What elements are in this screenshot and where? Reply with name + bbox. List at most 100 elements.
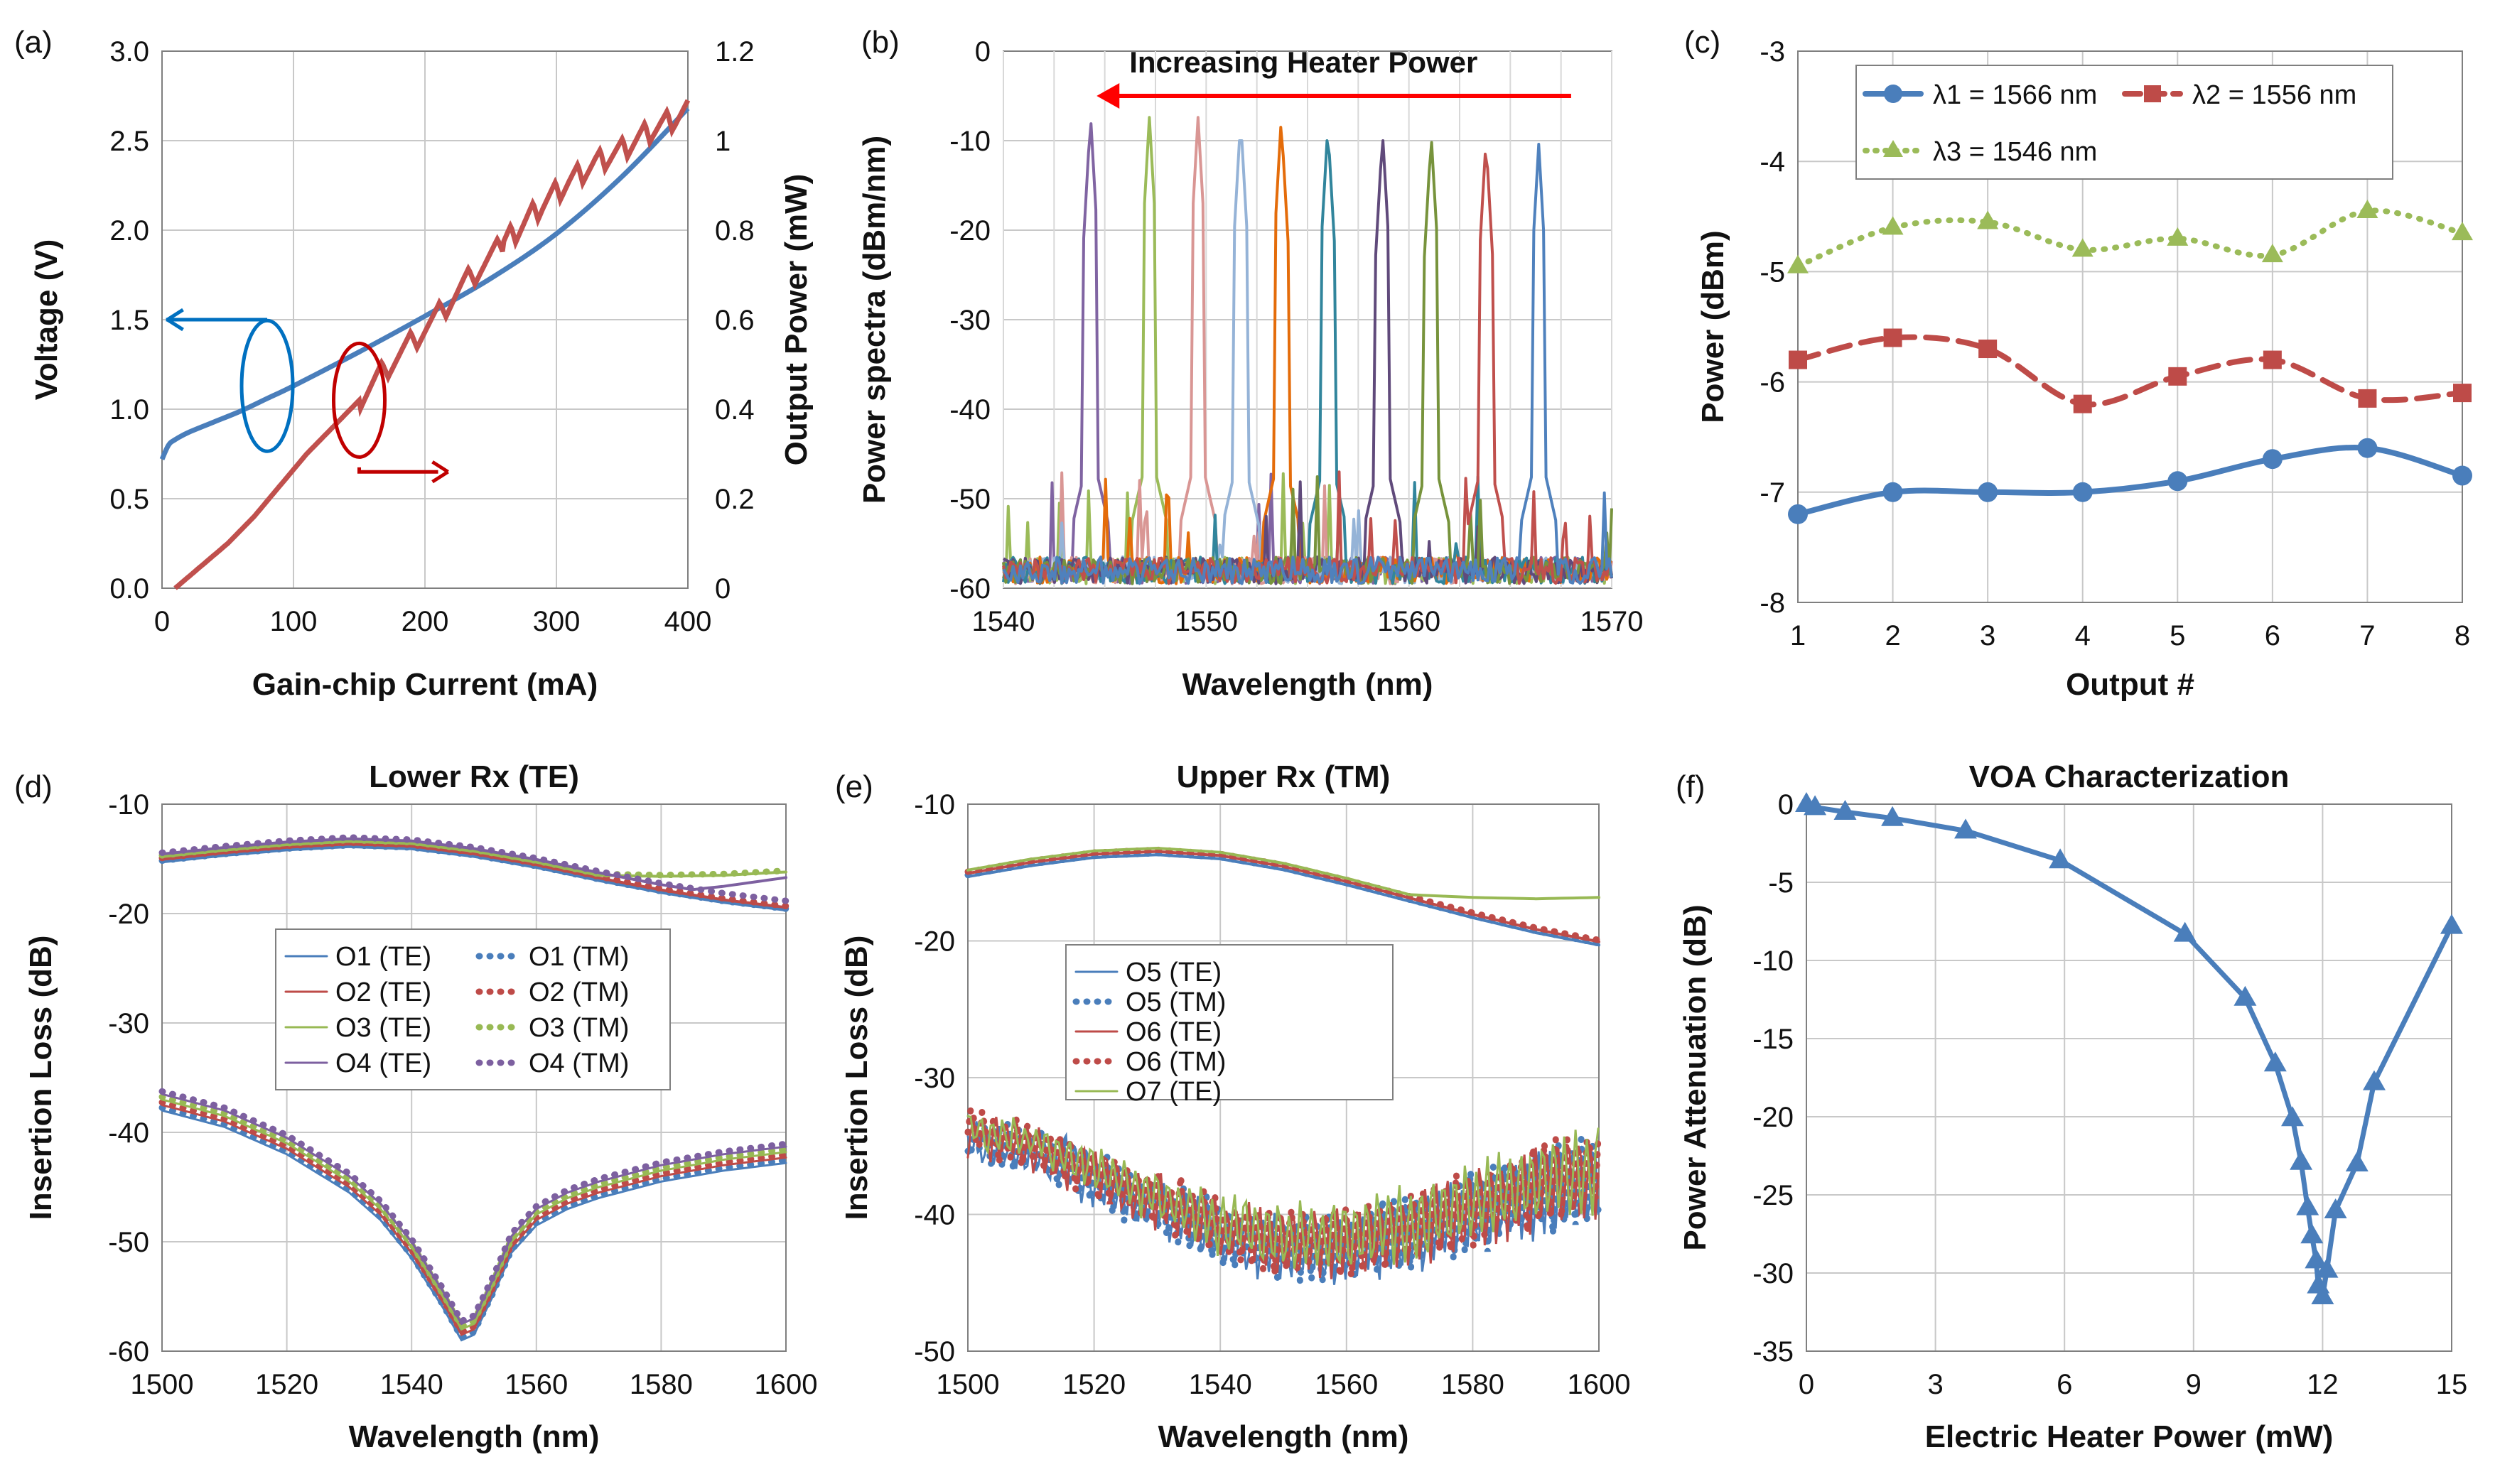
x-tick-label: 15: [2436, 1369, 2468, 1400]
chart-title: Upper Rx (TM): [1177, 759, 1391, 794]
x-tick-label: 7: [2359, 620, 2375, 651]
lower-curve: [161, 1109, 787, 1342]
data-point: [2071, 238, 2093, 257]
legend: O1 (TE) O1 (TM) O2 (TE) O2 (TM) O3 (TE) O3 (T…: [275, 928, 671, 1090]
lower-curve: [158, 1093, 790, 1331]
y-tick-label: -30: [949, 305, 991, 336]
data-point: [2296, 1195, 2319, 1215]
x-tick-label: 0: [1799, 1369, 1814, 1400]
data-point: [1787, 254, 1809, 273]
y-tick-label: -20: [108, 899, 149, 930]
heater-arrow-head: [1096, 83, 1120, 109]
y-tick-label: 2.0: [109, 215, 149, 247]
voa-curve: [1805, 801, 2454, 1299]
x-tick-label: 3: [1927, 1369, 1943, 1400]
y-axis-label: Power (dBm): [1696, 230, 1730, 423]
series-line: [1795, 334, 2465, 408]
data-point: [2452, 222, 2473, 241]
x-tick-label: 300: [533, 606, 581, 637]
y-tick-label: -20: [914, 926, 955, 958]
y-tick-label: -15: [1752, 1024, 1794, 1055]
x-tick-label: 6: [2265, 620, 2280, 651]
x-tick-label: 1: [1790, 620, 1806, 651]
y-tick-label: -10: [1752, 946, 1794, 977]
legend-marker: [2144, 85, 2161, 102]
x-tick-label: 400: [664, 606, 712, 637]
x-tick-label: 8: [2454, 620, 2470, 651]
panel-e: 1500 1520 1540 1560 1580 1600 -50 -40 -30 -20 -10 W…: [835, 759, 1630, 1454]
data-point: [2049, 848, 2072, 869]
y2-tick-label: 1: [715, 126, 731, 157]
data-point: [2440, 914, 2463, 934]
x-tick-label: 1540: [972, 606, 1035, 637]
data-point: [2305, 1248, 2328, 1269]
y-tick-label: -50: [108, 1227, 149, 1258]
chart-title: VOA Characterization: [1969, 759, 2290, 794]
y-tick-label: -60: [949, 573, 991, 605]
data-point: [1954, 818, 1977, 839]
voltage-axis-ellipse: [239, 318, 295, 453]
panel-d: 1500 1520 1540 1560 1580 1600 -60 -50 -40 -30 -20 -…: [14, 759, 817, 1454]
legend-label: O2 (TM): [529, 977, 629, 1007]
y-tick-label: -20: [1752, 1102, 1794, 1133]
y2-tick-label: 0: [715, 573, 731, 605]
right-arrow-line: [357, 467, 438, 474]
x-axis-label: Wavelength (nm): [349, 1419, 600, 1454]
data-point: [1804, 795, 1827, 816]
data-point: [2324, 1198, 2347, 1218]
y-tick-label: -7: [1760, 477, 1785, 509]
legend-label: O5 (TE): [1126, 958, 1222, 987]
plot-frame: [967, 803, 1600, 1352]
x-tick-label: 0: [154, 606, 170, 637]
lower-curve: [158, 1088, 790, 1326]
data-point: [2072, 482, 2093, 502]
data-point: [1789, 350, 1807, 369]
panel-label: (b): [861, 25, 900, 60]
y-tick-label: 0.0: [109, 573, 149, 605]
data-point: [2281, 1106, 2304, 1127]
data-point: [2315, 1257, 2339, 1278]
data-point: [2167, 227, 2189, 246]
y2-tick-label: 0.6: [715, 305, 755, 336]
voltage-line: [159, 107, 690, 461]
y-tick-label: -8: [1760, 587, 1785, 619]
y2-tick-label: 0.8: [715, 215, 755, 247]
legend-box: [275, 928, 671, 1090]
data-point: [1977, 210, 1999, 229]
x-tick-label: 1520: [1062, 1369, 1126, 1400]
y-tick-label: -40: [108, 1117, 149, 1149]
lower-curve: [966, 1115, 1600, 1269]
data-point: [2233, 985, 2257, 1006]
y2-tick-label: 1.2: [715, 36, 755, 67]
panel-label: (f): [1676, 769, 1705, 804]
data-point: [2262, 449, 2283, 470]
y-tick-label: -20: [949, 215, 991, 247]
legend-label: O1 (TE): [335, 942, 431, 972]
data-point: [1978, 340, 1998, 359]
panel-a: 0 100 200 300 400 0.0 0.5 1.0 1.5 2.0 2.5 3.0 Gain-c…: [14, 25, 814, 702]
y-tick-label: 0: [975, 36, 991, 67]
y-tick-label: -30: [914, 1063, 955, 1094]
x-tick-label: 5: [2170, 620, 2185, 651]
y-tick-label: -50: [949, 484, 991, 515]
legend-label: O7 (TE): [1126, 1077, 1222, 1107]
y-tick-label: -40: [949, 394, 991, 426]
y-tick-label: -4: [1760, 146, 1785, 178]
plot-frame: [161, 803, 787, 1352]
legend-label: λ3 = 1546 nm: [1933, 137, 2097, 167]
y-tick-label: -25: [1752, 1180, 1794, 1211]
lower-curve: [158, 1104, 790, 1342]
right-arrow-head: [431, 460, 449, 484]
spectrum-line: [1002, 143, 1613, 585]
data-point: [2363, 1070, 2386, 1090]
y-tick-label: 1.0: [109, 394, 149, 426]
data-point: [2452, 465, 2472, 486]
y-tick-label: -6: [1760, 367, 1785, 399]
legend-label: λ1 = 1566 nm: [1933, 80, 2097, 110]
y-tick-label: -40: [914, 1200, 955, 1231]
upper-curve: [966, 846, 1600, 901]
legend-label: O3 (TE): [335, 1013, 431, 1043]
data-point: [1833, 800, 1857, 820]
y-tick-label: 3.0: [109, 36, 149, 67]
